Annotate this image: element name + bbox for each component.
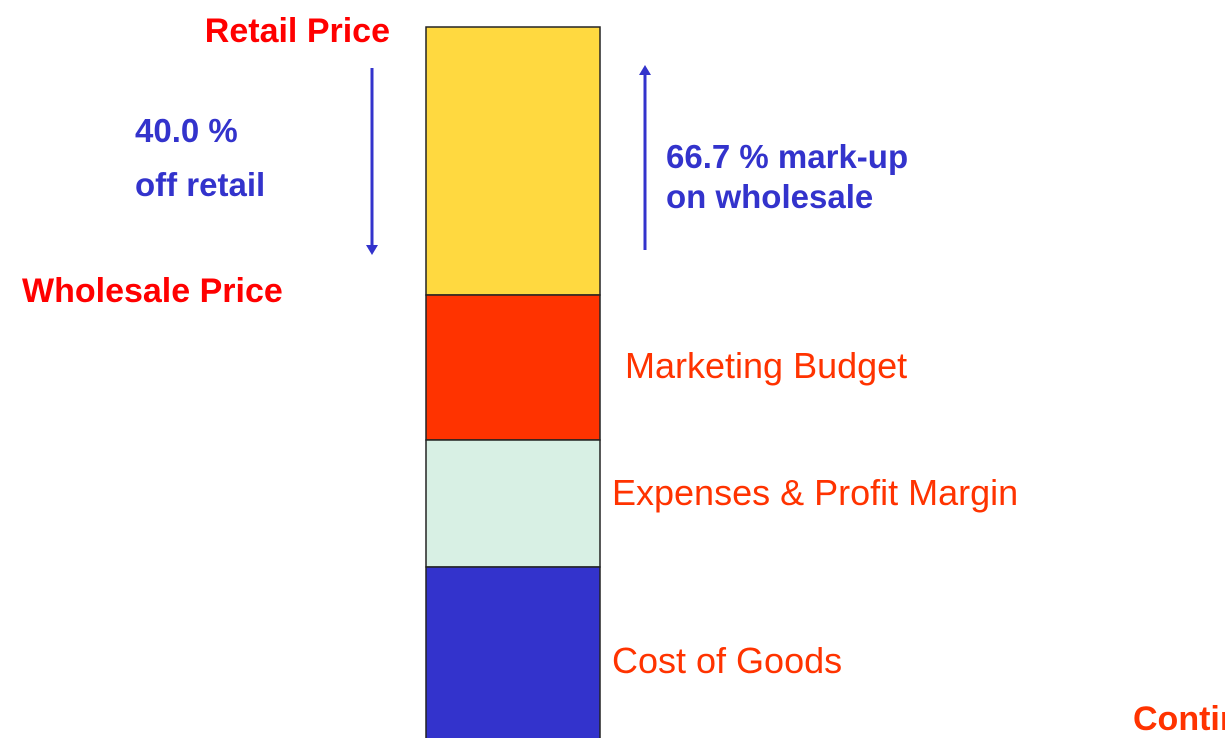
price-bar	[425, 26, 601, 738]
markup-block	[425, 26, 601, 296]
segment-label: Marketing Budget	[625, 345, 907, 386]
markup-text: 66.7 % mark-up	[666, 138, 908, 175]
retail-price: Retail Price	[205, 12, 390, 50]
expenses-block	[425, 439, 601, 568]
marketing-block	[425, 294, 601, 441]
footer: Contin	[1133, 700, 1225, 738]
wholesale-price: Wholesale Price	[22, 272, 283, 310]
discount-text: off retail	[135, 166, 265, 203]
discount-text: 40.0 %	[135, 112, 238, 149]
segment-label: Cost of Goods	[612, 640, 842, 681]
segment-label: Expenses & Profit Margin	[612, 472, 1018, 513]
cost-block	[425, 566, 601, 738]
markup-text: on wholesale	[666, 178, 873, 215]
